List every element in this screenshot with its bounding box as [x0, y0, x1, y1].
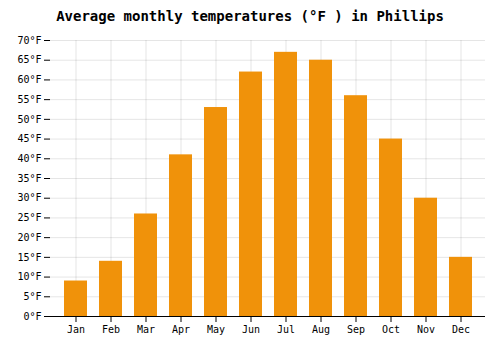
- svg-text:May: May: [207, 324, 225, 335]
- svg-text:5°F: 5°F: [23, 291, 41, 302]
- svg-text:Jul: Jul: [277, 324, 295, 335]
- svg-text:Nov: Nov: [417, 324, 435, 335]
- svg-text:Sep: Sep: [347, 324, 365, 335]
- svg-text:Dec: Dec: [452, 324, 470, 335]
- svg-text:Jan: Jan: [67, 324, 85, 335]
- svg-text:30°F: 30°F: [17, 192, 41, 203]
- svg-text:10°F: 10°F: [17, 271, 41, 282]
- svg-text:Feb: Feb: [102, 324, 120, 335]
- svg-text:70°F: 70°F: [17, 35, 41, 46]
- svg-text:Aug: Aug: [312, 324, 330, 335]
- svg-text:55°F: 55°F: [17, 94, 41, 105]
- svg-text:25°F: 25°F: [17, 212, 41, 223]
- svg-text:65°F: 65°F: [17, 54, 41, 65]
- svg-text:35°F: 35°F: [17, 173, 41, 184]
- svg-text:45°F: 45°F: [17, 133, 41, 144]
- svg-text:40°F: 40°F: [17, 153, 41, 164]
- svg-text:20°F: 20°F: [17, 232, 41, 243]
- svg-text:50°F: 50°F: [17, 114, 41, 125]
- svg-text:60°F: 60°F: [17, 74, 41, 85]
- svg-text:Oct: Oct: [382, 324, 400, 335]
- svg-text:Jun: Jun: [242, 324, 260, 335]
- svg-text:Apr: Apr: [172, 324, 190, 335]
- svg-text:Mar: Mar: [137, 324, 155, 335]
- html-text:Average monthly temperatures (: Average monthly temperatures (°F ) in Ph…: [56, 8, 444, 24]
- svg-text:0°F: 0°F: [23, 311, 41, 322]
- svg-text:15°F: 15°F: [17, 252, 41, 263]
